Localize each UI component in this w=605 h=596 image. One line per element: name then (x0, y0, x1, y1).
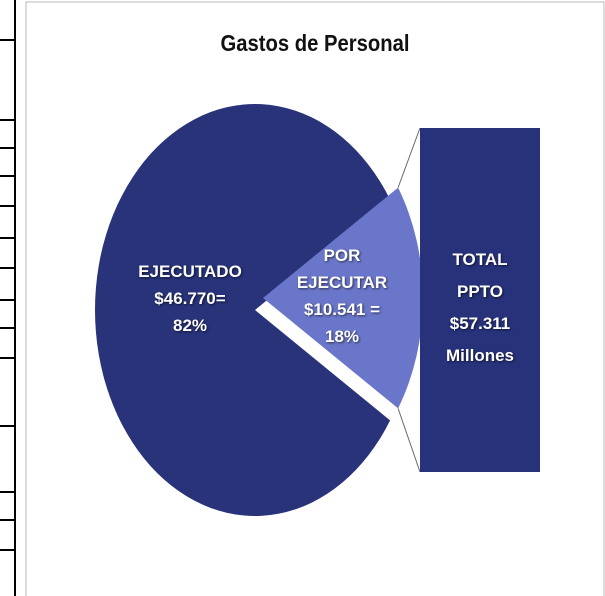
side-table (0, 39, 15, 551)
total-label: PPTO (457, 282, 503, 301)
total-label: Millones (445, 346, 514, 365)
connector (397, 127, 421, 188)
slice-percent: 18% (324, 327, 360, 346)
total-bar (420, 128, 540, 472)
connector (397, 408, 421, 473)
total-label: $57.311 (449, 314, 511, 333)
slice-amount: $46.770= (154, 289, 226, 308)
slice-category: EJECUTADO (138, 262, 242, 281)
pie-slice (263, 187, 423, 409)
slice-label-box: POR EJECUTAR $10.541 = 18% (287, 242, 397, 350)
chart-title: Gastos de Personal (220, 30, 410, 56)
pie-slice (95, 103, 391, 516)
total-label: TOTAL (452, 250, 508, 269)
slice-label-box: EJECUTADO $46.770= 82% (120, 258, 260, 339)
total-label-box: TOTAL PPTO $57.311 Millones (420, 244, 540, 372)
slice-amount: $10.541 = (303, 300, 381, 319)
slice-category: POR EJECUTAR (296, 246, 388, 292)
slice-percent: 82% (172, 316, 208, 335)
